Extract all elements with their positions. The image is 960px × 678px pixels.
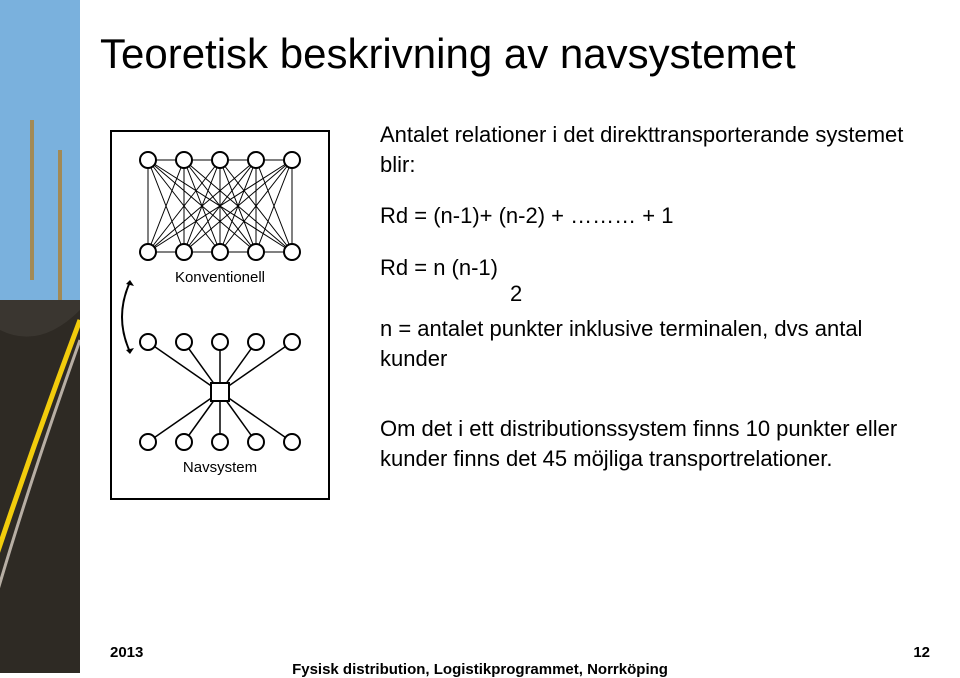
diagram-container: Konventionell Navsystem	[110, 130, 330, 500]
footer-year: 2013	[110, 644, 143, 661]
footer-page: 12	[913, 644, 930, 661]
slide-title: Teoretisk beskrivning av navsystemet	[100, 30, 796, 78]
diagram-konventionell: Konventionell	[140, 152, 300, 286]
transition-arrows	[122, 280, 134, 354]
formula-2-denominator: 2	[380, 279, 920, 309]
formula-2: Rd = n (n-1) 2 n = antalet punkter inklu…	[380, 253, 920, 374]
sidebar-photo	[0, 0, 80, 673]
formula-1: Rd = (n-1)+ (n-2) + ……… + 1	[380, 201, 920, 231]
example-text: Om det i ett distributionssystem finns 1…	[380, 414, 920, 473]
intro-text: Antalet relationer i det direkttransport…	[380, 120, 920, 179]
diagram-bottom-label: Navsystem	[183, 459, 257, 476]
footer-center: Fysisk distribution, Logistikprogrammet,…	[0, 661, 960, 678]
diagram-top-label: Konventionell	[175, 269, 265, 286]
diagram-navsystem: Navsystem	[140, 334, 300, 476]
n-definition: n = antalet punkter inklusive terminalen…	[380, 314, 920, 373]
